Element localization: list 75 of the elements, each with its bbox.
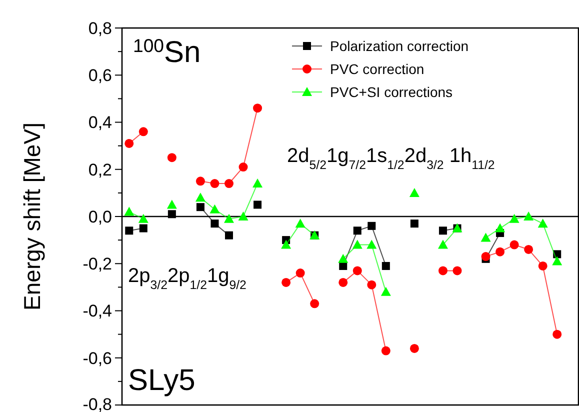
y-tick-label: 0,2 <box>88 160 112 180</box>
point <box>481 252 490 262</box>
point <box>552 330 562 339</box>
point <box>124 138 134 148</box>
point <box>295 218 306 228</box>
annotation: 2p$_{3/2}$2p$_{1/2}$1g$_{9/2}$ <box>128 265 247 292</box>
point <box>381 346 390 356</box>
point <box>438 266 448 276</box>
point <box>495 223 506 232</box>
point <box>382 262 390 270</box>
point <box>139 224 148 232</box>
annotation: $^{100}$Sn <box>133 34 201 69</box>
annotation: SLy5 <box>128 364 196 397</box>
point <box>524 244 534 254</box>
point <box>353 226 362 235</box>
point <box>210 179 220 188</box>
point <box>410 344 419 353</box>
point <box>224 179 234 188</box>
point <box>538 218 548 228</box>
y-tick-label: 0,0 <box>88 207 112 226</box>
point <box>438 240 448 249</box>
legend-label: Polarization correction <box>330 38 469 54</box>
point <box>210 204 220 214</box>
y-tick-label: -0,6 <box>82 348 112 368</box>
point <box>168 210 176 218</box>
point <box>125 226 134 235</box>
point <box>366 240 377 249</box>
point <box>282 278 291 287</box>
point <box>524 212 534 220</box>
point <box>380 286 391 296</box>
point <box>124 206 134 216</box>
point <box>238 162 248 172</box>
point <box>367 280 376 290</box>
point <box>310 299 320 308</box>
point <box>510 240 519 250</box>
point <box>296 268 305 278</box>
point <box>281 240 292 249</box>
point <box>210 220 219 228</box>
point <box>368 222 376 230</box>
point <box>452 266 462 276</box>
y-tick-label: -0,2 <box>82 254 112 274</box>
point <box>166 200 177 209</box>
point <box>338 278 348 287</box>
point <box>352 240 362 249</box>
point <box>196 176 205 186</box>
y-tick-label: 0,6 <box>88 66 112 86</box>
y-tick-label: 0,8 <box>88 18 112 38</box>
point <box>409 188 420 197</box>
y-tick-label: -0,4 <box>82 302 112 321</box>
y-axis-title: Energy shift [MeV] <box>19 122 45 310</box>
y-tick-label: -0,8 <box>82 394 112 412</box>
point <box>410 220 418 228</box>
point <box>196 203 204 212</box>
point <box>480 232 491 242</box>
point <box>238 212 248 220</box>
point <box>338 254 348 263</box>
y-tick-label: 0,4 <box>88 113 112 132</box>
legend-label: PVC+SI corrections <box>330 84 453 100</box>
point <box>254 200 262 209</box>
point <box>352 266 362 276</box>
point <box>167 153 176 162</box>
point <box>496 247 505 256</box>
point <box>253 104 262 113</box>
point <box>252 178 263 188</box>
point <box>224 214 234 223</box>
point <box>195 192 206 202</box>
point <box>552 256 562 266</box>
point <box>538 261 548 270</box>
point <box>138 214 148 223</box>
text: 2d$_{5/2}$1g$_{7/2}$1s$_{1/2}$2d$_{3/2}$ 1h$_{11/2}$ <box>287 145 495 172</box>
point <box>438 226 447 235</box>
point <box>224 231 233 240</box>
legend-label: PVC correction <box>330 60 424 77</box>
point <box>509 214 520 223</box>
point <box>138 127 148 136</box>
